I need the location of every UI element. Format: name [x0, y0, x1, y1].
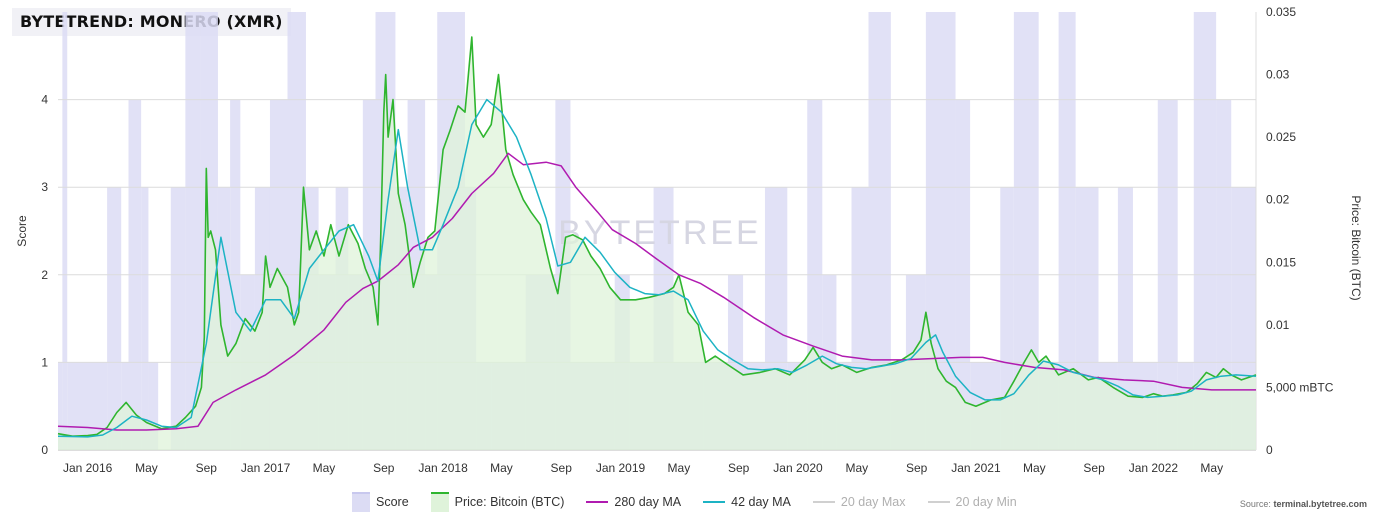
score-band: [868, 12, 891, 450]
legend-swatch: [703, 501, 726, 503]
series-line: [57, 152, 1256, 431]
x-tick-label: Jan 2021: [951, 461, 1001, 475]
score-band: [170, 187, 186, 450]
axes: 0 1 2 3 4 0 5,000 mBTC 0.01 0.015 0.02 0.025 0.03 0.…: [15, 5, 1363, 475]
left-tick-label: 1: [41, 355, 48, 369]
score-band: [1058, 12, 1076, 450]
x-tick-label: Sep: [1083, 461, 1105, 475]
watermark: BYTETREE: [558, 214, 761, 252]
x-tick-label: May: [845, 461, 868, 475]
source-label: Source:: [1239, 499, 1271, 509]
left-tick-label: 2: [41, 268, 48, 282]
right-tick-label: 0.03: [1266, 68, 1290, 82]
legend-swatch: [352, 492, 370, 512]
x-tick-label: Sep: [373, 461, 395, 475]
y-axis-title-left: Score: [15, 215, 29, 247]
x-tick-label: Jan 2020: [773, 461, 823, 475]
legend-item[interactable]: 42 day MA: [703, 492, 791, 512]
score-band: [148, 362, 159, 450]
legend-label: 42 day MA: [731, 495, 791, 509]
score-band: [141, 187, 149, 450]
x-tick-label: May: [313, 461, 336, 475]
right-tick-label: 0.02: [1266, 193, 1290, 207]
score-band: [1193, 12, 1217, 450]
right-tick-label: 0: [1266, 443, 1273, 457]
legend-swatch: [586, 501, 609, 503]
x-tick-label: May: [135, 461, 158, 475]
legend-item[interactable]: Score: [352, 492, 409, 512]
source-url[interactable]: terminal.bytetree.com: [1273, 499, 1367, 509]
legend-label: 20 day Min: [955, 495, 1017, 509]
right-tick-label: 0.035: [1266, 5, 1296, 19]
x-tick-label: May: [668, 461, 691, 475]
score-band: [62, 12, 68, 450]
score-band: [1117, 187, 1133, 450]
x-tick-label: May: [1023, 461, 1046, 475]
series-line: [57, 98, 1257, 438]
legend: Score Price: Bitcoin (BTC) 280 day MA 42 da…: [352, 492, 1017, 512]
left-tick-label: 3: [41, 180, 48, 194]
legend-swatch: [927, 501, 950, 503]
legend-swatch: [812, 501, 835, 503]
x-tick-label: Sep: [551, 461, 573, 475]
left-tick-label: 4: [41, 93, 48, 107]
right-tick-label: 0.025: [1266, 130, 1296, 144]
score-band: [185, 12, 201, 450]
x-tick-label: Sep: [728, 461, 750, 475]
x-tick-label: May: [1200, 461, 1223, 475]
x-tick-label: Sep: [196, 461, 218, 475]
x-tick-label: Jan 2018: [418, 461, 468, 475]
x-tick-label: Sep: [906, 461, 928, 475]
legend-swatch: [430, 492, 449, 512]
legend-item[interactable]: 20 day Min: [927, 492, 1017, 512]
legend-item[interactable]: Price: Bitcoin (BTC): [430, 492, 565, 512]
series-lines: [57, 36, 1257, 450]
legend-label: 280 day MA: [614, 495, 682, 509]
series-line: [57, 36, 1257, 437]
legend-label: Score: [376, 495, 409, 509]
left-tick-label: 0: [41, 443, 48, 457]
right-tick-label: 0.01: [1266, 318, 1290, 332]
legend-item[interactable]: 280 day MA: [586, 492, 681, 512]
right-tick-label: 5,000 mBTC: [1266, 380, 1334, 394]
score-band: [1000, 187, 1014, 450]
x-tick-label: Jan 2016: [63, 461, 113, 475]
x-tick-label: Jan 2019: [596, 461, 646, 475]
legend-label: Price: Bitcoin (BTC): [454, 495, 565, 509]
right-tick-label: 0.015: [1266, 255, 1296, 269]
x-tick-label: Jan 2022: [1129, 461, 1179, 475]
price-area: [58, 37, 1256, 450]
x-tick-label: Jan 2017: [241, 461, 291, 475]
source-note: Source: terminal.bytetree.com: [1240, 499, 1367, 509]
legend-label: 20 day Max: [840, 495, 906, 509]
score-band: [107, 187, 122, 450]
score-band: [58, 362, 63, 450]
y-axis-title-right: Price: Bitcoin (BTC): [1349, 195, 1363, 300]
legend-item[interactable]: 20 day Max: [812, 492, 906, 512]
x-tick-label: May: [490, 461, 513, 475]
